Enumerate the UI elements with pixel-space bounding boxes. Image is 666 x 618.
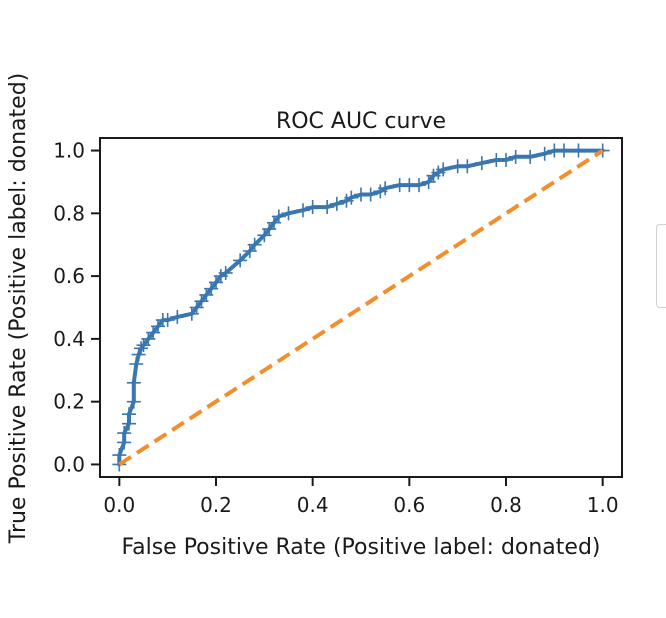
roc-point-marker [508, 149, 523, 164]
roc-point-marker [329, 196, 344, 211]
roc-point-marker [460, 159, 475, 174]
chance-line [118, 148, 604, 467]
roc-point-marker [523, 149, 538, 164]
axes-frame [99, 137, 623, 478]
roc-point-marker [218, 265, 233, 280]
roc-point-marker [170, 309, 185, 324]
x-tick-label: 0.6 [393, 493, 425, 517]
y-tick-label: 0.2 [53, 390, 85, 414]
roc-point-marker [131, 347, 146, 362]
x-axis-ticks: 0.0 0.2 0.4 0.6 0.8 1.0 [103, 477, 619, 517]
roc-point-marker [412, 178, 426, 193]
roc-point-marker [247, 237, 262, 252]
x-tick-label: 0.0 [103, 493, 135, 517]
roc-point-marker [378, 181, 393, 196]
x-axis-label: False Positive Rate (Positive label: don… [121, 535, 600, 560]
roc-point-marker [571, 143, 586, 158]
roc-point-marker [296, 203, 310, 218]
roc-point-marker [537, 146, 552, 161]
y-tick-label: 0.8 [53, 201, 85, 225]
roc-point-marker [305, 200, 320, 215]
roc-point-marker [160, 313, 175, 328]
roc-point-marker [271, 209, 286, 224]
y-tick-label: 0.4 [53, 327, 85, 351]
roc-point-marker [363, 187, 378, 202]
y-axis-ticks: 0.0 0.2 0.4 0.6 0.8 1.0 [53, 139, 100, 476]
roc-point-marker [557, 143, 571, 158]
roc-point-marker [122, 407, 136, 422]
roc-point-marker [436, 162, 451, 177]
x-tick-label: 0.4 [297, 493, 329, 517]
y-tick-label: 1.0 [53, 139, 85, 163]
plot-area [112, 143, 610, 472]
roc-point-marker [320, 200, 335, 215]
y-tick-label: 0.0 [53, 452, 85, 476]
roc-point-marker [344, 190, 359, 205]
roc-point-marker [117, 426, 132, 441]
legend-box [656, 224, 666, 308]
chart-title: ROC AUC curve [276, 109, 446, 134]
y-axis-label: True Positive Rate (Positive label: dona… [6, 73, 31, 545]
roc-point-marker [126, 394, 141, 409]
x-tick-label: 1.0 [587, 493, 619, 517]
roc-point-marker [134, 341, 149, 356]
roc-point-marker [499, 152, 513, 167]
roc-point-marker [126, 375, 141, 390]
roc-point-marker [281, 206, 296, 221]
x-tick-label: 0.8 [490, 493, 522, 517]
roc-point-marker [474, 156, 489, 171]
roc-point-marker [233, 253, 248, 268]
roc-point-marker [129, 357, 144, 371]
roc-point-marker [112, 448, 127, 463]
x-tick-label: 0.2 [200, 493, 232, 517]
y-tick-label: 0.6 [53, 264, 85, 288]
